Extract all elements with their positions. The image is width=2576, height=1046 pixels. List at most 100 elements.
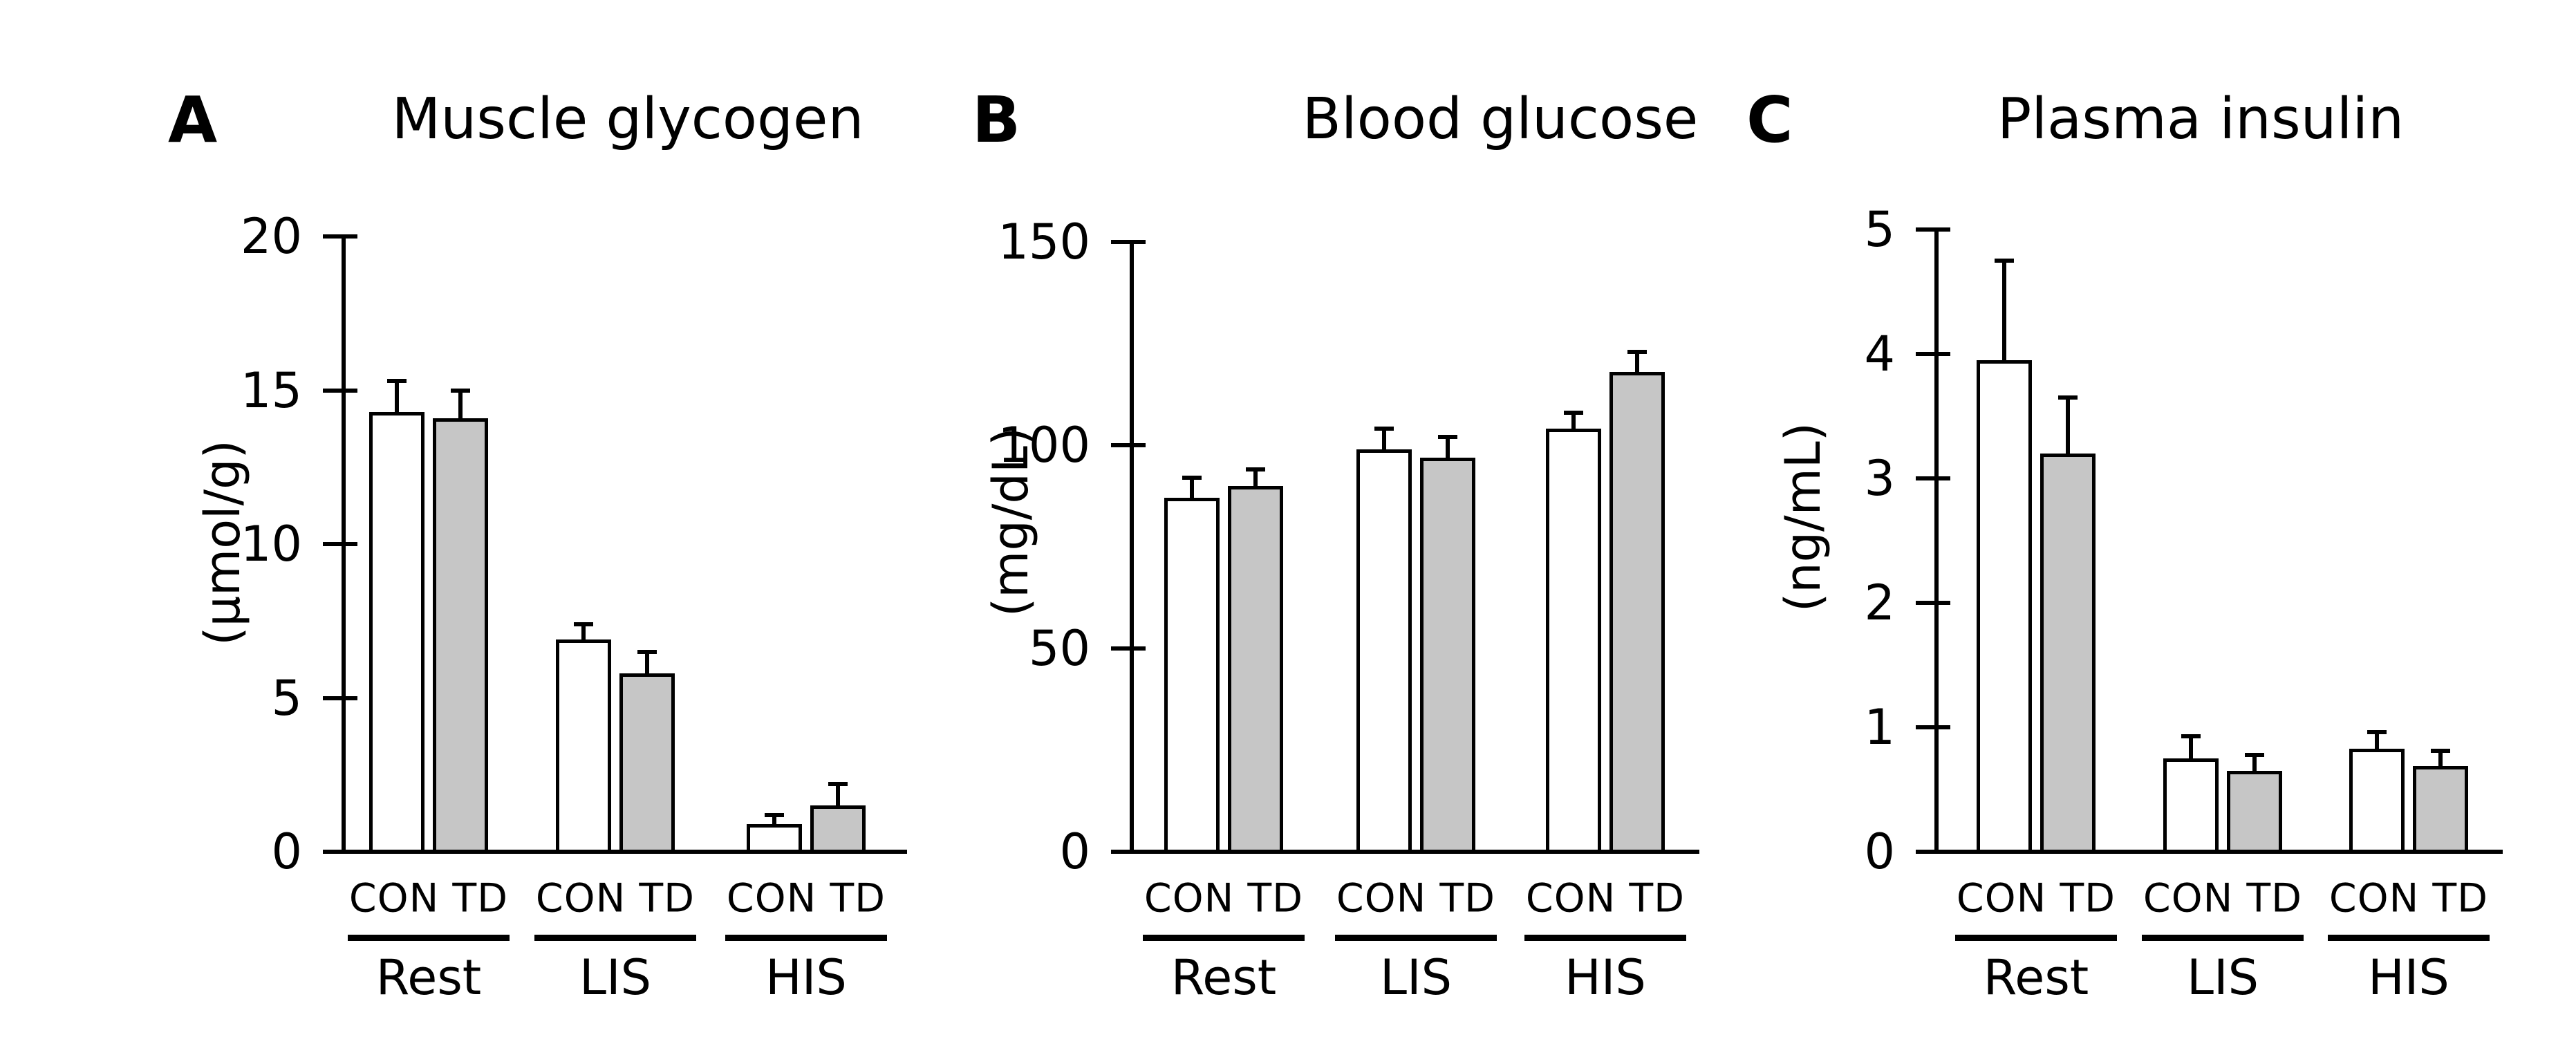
bar-td-lis [1420, 458, 1475, 854]
series-pair-label-his: CON TD [726, 875, 886, 922]
y-tick-label-4: 4 [1864, 326, 1895, 382]
bar-td-his [1609, 372, 1665, 854]
y-tick-2 [1916, 601, 1950, 605]
error-bar-cap-con-his [765, 813, 784, 817]
y-tick-label-2: 2 [1864, 575, 1895, 631]
group-underline-rest [1143, 935, 1305, 941]
y-tick-50 [1111, 646, 1146, 651]
error-bar-td-lis [645, 652, 649, 676]
error-bar-con-his [2375, 732, 2379, 751]
error-bar-td-his [2438, 751, 2443, 769]
y-axis [1130, 242, 1134, 854]
error-bar-cap-con-his [1564, 411, 1583, 415]
series-pair-label-lis: CON TD [1336, 875, 1496, 922]
bar-con-rest [1977, 360, 2032, 854]
series-pair-label-his: CON TD [1525, 875, 1686, 922]
series-pair-label-rest: CON TD [1144, 875, 1304, 922]
error-bar-cap-con-rest [1182, 476, 1202, 480]
group-label-rest: Rest [1170, 949, 1277, 1006]
y-tick-0 [1111, 850, 1146, 854]
bar-con-rest [369, 412, 424, 854]
error-bar-td-lis [2252, 755, 2257, 774]
y-axis [1934, 230, 1939, 854]
group-underline-lis [534, 935, 696, 941]
y-tick-15 [323, 389, 357, 393]
x-axis [1130, 850, 1699, 854]
error-bar-td-rest [1253, 469, 1258, 489]
error-bar-cap-td-lis [2245, 753, 2264, 757]
error-bar-cap-td-lis [1438, 435, 1457, 439]
group-label-rest: Rest [375, 949, 482, 1006]
group-label-his: HIS [1565, 949, 1646, 1006]
series-pair-label-rest: CON TD [348, 875, 509, 922]
group-underline-rest [348, 935, 510, 941]
group-underline-rest [1955, 935, 2117, 941]
series-pair-label-lis: CON TD [2143, 875, 2303, 922]
bar-con-lis [2163, 758, 2219, 854]
y-tick-0 [1916, 850, 1950, 854]
panel-a-title: Muscle glycogen [391, 86, 864, 152]
error-bar-cap-td-rest [2058, 395, 2078, 400]
y-tick-4 [1916, 352, 1950, 356]
error-bar-con-his [772, 815, 776, 827]
group-label-lis: LIS [1379, 949, 1453, 1006]
y-tick-label-0: 0 [271, 823, 302, 880]
bar-td-lis [2227, 771, 2282, 854]
y-tick-label-100: 100 [998, 417, 1090, 474]
y-tick-label-10: 10 [240, 516, 302, 572]
error-bar-cap-td-his [828, 782, 848, 786]
y-tick-label-15: 15 [240, 362, 302, 419]
panel-c-letter: C [1746, 83, 1793, 157]
panel-b-letter: B [972, 83, 1021, 157]
error-bar-td-rest [2066, 398, 2070, 456]
error-bar-cap-td-his [1627, 350, 1647, 354]
y-tick-3 [1916, 476, 1950, 480]
y-tick-150 [1111, 240, 1146, 244]
y-tick-10 [323, 542, 357, 546]
y-tick-label-50: 50 [1028, 620, 1090, 677]
group-underline-lis [1335, 935, 1497, 941]
error-bar-td-lis [1446, 437, 1450, 460]
bar-td-his [2413, 766, 2468, 854]
error-bar-con-his [1571, 413, 1576, 431]
bar-con-his [2349, 749, 2405, 854]
error-bar-td-rest [458, 391, 463, 421]
group-underline-lis [2142, 935, 2304, 941]
bar-con-rest [1164, 498, 1220, 854]
bar-con-lis [556, 639, 611, 854]
y-tick-0 [323, 850, 357, 854]
group-underline-his [725, 935, 887, 941]
bar-td-rest [433, 418, 488, 854]
error-bar-cap-td-rest [451, 389, 470, 393]
error-bar-con-rest [1190, 478, 1194, 501]
bar-td-rest [2040, 454, 2096, 854]
y-tick-20 [323, 234, 357, 239]
error-bar-cap-td-lis [637, 650, 657, 654]
x-axis [1934, 850, 2503, 854]
bar-td-lis [619, 673, 675, 854]
series-pair-label-his: CON TD [2328, 875, 2489, 922]
series-pair-label-lis: CON TD [535, 875, 696, 922]
error-bar-cap-con-rest [1995, 259, 2014, 263]
error-bar-con-lis [2189, 736, 2193, 761]
series-pair-label-rest: CON TD [1956, 875, 2116, 922]
y-tick-1 [1916, 725, 1950, 729]
group-label-lis: LIS [2186, 949, 2259, 1006]
error-bar-cap-td-his [2431, 749, 2450, 753]
y-tick-100 [1111, 443, 1146, 447]
group-label-his: HIS [765, 949, 847, 1006]
error-bar-td-his [1635, 352, 1639, 375]
panel-a-letter: A [168, 83, 218, 157]
y-tick-5 [323, 696, 357, 700]
error-bar-con-lis [581, 624, 586, 642]
group-label-his: HIS [2368, 949, 2449, 1006]
y-tick-label-5: 5 [271, 670, 302, 727]
group-label-rest: Rest [1983, 949, 2089, 1006]
group-label-lis: LIS [579, 949, 652, 1006]
y-tick-label-0: 0 [1059, 823, 1090, 880]
y-tick-5 [1916, 227, 1950, 232]
error-bar-con-rest [395, 381, 399, 415]
error-bar-cap-con-lis [2181, 734, 2201, 738]
y-tick-label-5: 5 [1864, 201, 1895, 258]
